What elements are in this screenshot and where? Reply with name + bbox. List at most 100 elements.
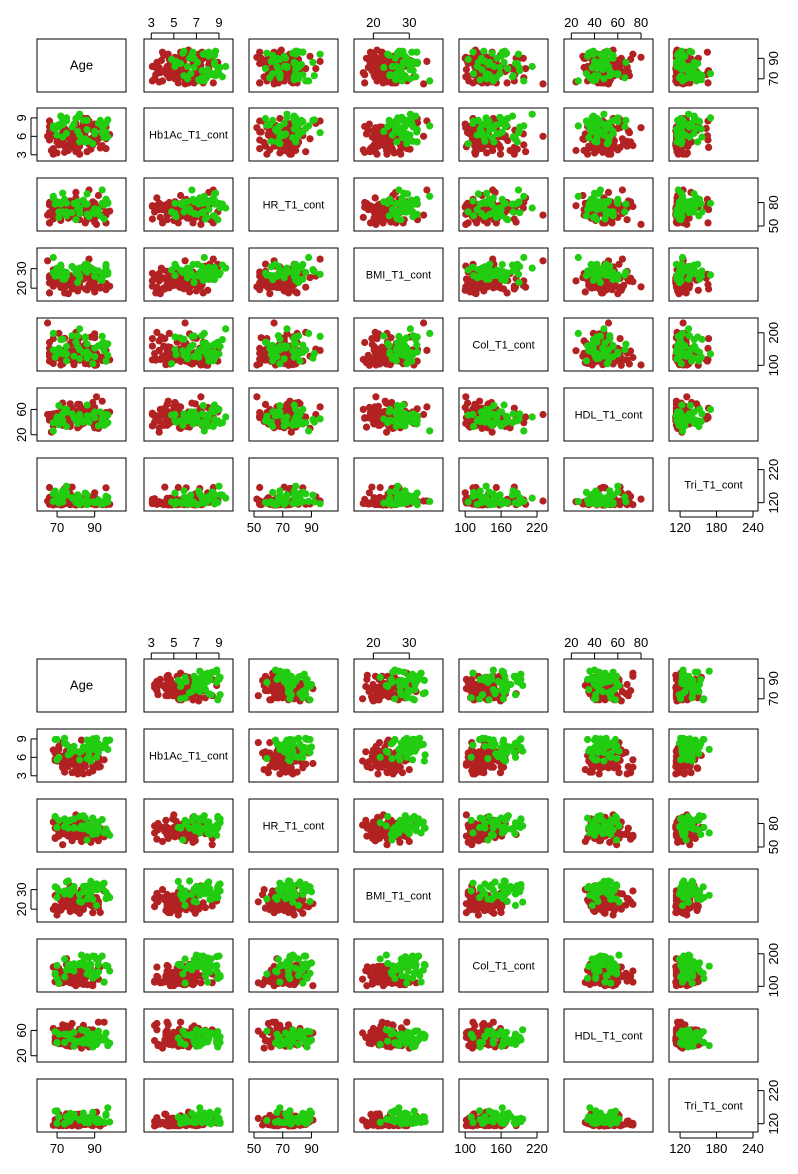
data-point bbox=[191, 400, 199, 408]
data-point bbox=[589, 261, 598, 269]
data-point bbox=[690, 266, 698, 274]
data-point bbox=[171, 271, 179, 280]
data-point bbox=[94, 422, 102, 430]
data-point bbox=[210, 354, 219, 362]
data-point bbox=[261, 114, 270, 123]
data-point bbox=[681, 342, 689, 350]
data-point bbox=[374, 55, 382, 64]
data-point bbox=[302, 148, 310, 156]
data-point bbox=[511, 59, 520, 68]
data-point bbox=[678, 253, 687, 262]
data-point bbox=[53, 138, 61, 146]
scatterplot-matrix-1: AgeHb1Ac_T1_contHR_T1_contBMI_T1_contCol… bbox=[14, 15, 781, 535]
data-point bbox=[508, 112, 517, 120]
scatter-panel bbox=[458, 38, 549, 93]
data-point bbox=[604, 188, 613, 196]
data-point bbox=[497, 52, 505, 60]
data-point bbox=[514, 186, 523, 194]
data-point bbox=[374, 142, 382, 150]
panel-frame bbox=[248, 317, 339, 372]
data-point bbox=[91, 288, 99, 296]
data-point bbox=[366, 48, 375, 56]
data-point bbox=[190, 209, 198, 218]
data-point bbox=[45, 117, 54, 125]
data-point bbox=[637, 220, 645, 228]
data-point bbox=[622, 268, 630, 276]
data-point bbox=[595, 116, 603, 124]
data-point bbox=[609, 353, 617, 361]
panel-frame bbox=[353, 317, 444, 372]
data-point bbox=[53, 131, 61, 139]
data-point bbox=[490, 62, 498, 71]
data-point bbox=[397, 150, 405, 158]
data-point bbox=[83, 266, 91, 274]
data-point bbox=[377, 209, 385, 218]
data-point bbox=[489, 77, 497, 85]
data-point bbox=[68, 332, 76, 340]
data-point bbox=[588, 342, 596, 351]
data-point bbox=[91, 408, 99, 416]
diagonal-label-panel: BMI_T1_cont bbox=[353, 247, 444, 302]
data-point bbox=[81, 334, 89, 342]
scatter-panel bbox=[248, 247, 339, 302]
data-point bbox=[704, 79, 712, 87]
data-point bbox=[420, 319, 428, 327]
data-point bbox=[685, 110, 693, 118]
data-point bbox=[296, 357, 304, 365]
data-point bbox=[609, 54, 617, 62]
data-point bbox=[76, 355, 84, 363]
scatter-panel bbox=[36, 317, 127, 372]
panel-frame bbox=[36, 387, 127, 442]
data-point bbox=[59, 116, 67, 124]
data-point bbox=[305, 253, 313, 262]
data-point bbox=[585, 281, 593, 289]
panel-frame bbox=[458, 177, 549, 232]
data-point bbox=[261, 65, 270, 73]
data-point bbox=[604, 197, 613, 205]
data-point bbox=[267, 263, 275, 271]
data-point bbox=[366, 219, 375, 227]
scatter-panel bbox=[36, 177, 127, 232]
data-point bbox=[496, 113, 504, 121]
data-point bbox=[705, 143, 713, 151]
data-point bbox=[306, 274, 314, 282]
data-point bbox=[406, 199, 414, 207]
data-point bbox=[216, 419, 224, 427]
points-group bbox=[253, 393, 324, 436]
data-point bbox=[83, 340, 91, 348]
data-point bbox=[420, 80, 428, 88]
data-point bbox=[496, 63, 504, 72]
data-point bbox=[359, 69, 367, 77]
data-point bbox=[151, 208, 159, 216]
data-point bbox=[157, 264, 165, 272]
data-point bbox=[256, 117, 264, 125]
data-point bbox=[181, 280, 189, 288]
data-point bbox=[618, 186, 627, 194]
data-point bbox=[599, 66, 607, 74]
data-point bbox=[398, 113, 406, 121]
data-point bbox=[222, 264, 230, 272]
data-point bbox=[504, 65, 512, 73]
data-point bbox=[91, 127, 99, 135]
data-point bbox=[426, 77, 434, 85]
data-point bbox=[366, 355, 375, 363]
data-point bbox=[679, 319, 687, 327]
data-point bbox=[489, 146, 497, 155]
data-point bbox=[403, 190, 412, 198]
data-point bbox=[189, 48, 197, 56]
data-point bbox=[209, 79, 217, 87]
data-point bbox=[683, 140, 692, 148]
data-point bbox=[96, 212, 104, 220]
data-point bbox=[309, 116, 317, 124]
panel-frame bbox=[143, 247, 234, 302]
data-point bbox=[503, 79, 511, 87]
data-point bbox=[292, 414, 300, 422]
data-point bbox=[473, 131, 481, 139]
data-point bbox=[276, 114, 284, 123]
data-point bbox=[164, 397, 172, 405]
data-point bbox=[316, 346, 324, 354]
data-point bbox=[388, 62, 396, 71]
data-point bbox=[183, 355, 191, 363]
data-point bbox=[59, 418, 67, 426]
data-point bbox=[198, 209, 206, 217]
